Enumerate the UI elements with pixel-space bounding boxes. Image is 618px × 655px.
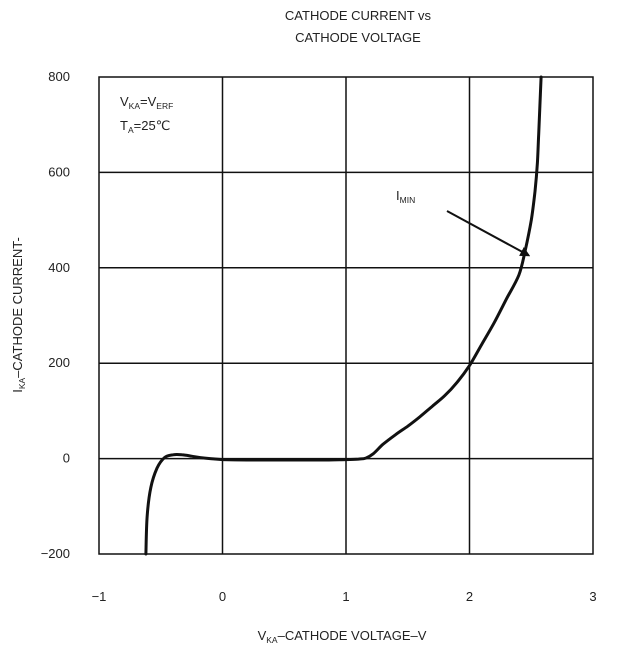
- x-tick-label: 1: [342, 589, 349, 604]
- x-tick-label: 3: [589, 589, 596, 604]
- imin-arrow: [446, 210, 531, 257]
- y-tick-label: 400: [48, 260, 70, 275]
- plot-frame: [98, 76, 594, 555]
- condition-vka: VKA=VERF: [120, 94, 173, 111]
- y-axis-label: IKA–CATHODE CURRENT-: [10, 237, 27, 393]
- chart-title-line-1: CATHODE CURRENT vs: [285, 8, 432, 23]
- chart-title-line-2: CATHODE VOLTAGE: [295, 30, 421, 45]
- y-tick-label: 600: [48, 164, 70, 179]
- x-axis-label: VKA–CATHODE VOLTAGE–V: [258, 628, 427, 645]
- x-tick-label: −1: [92, 589, 107, 604]
- y-tick-label: 0: [63, 451, 70, 466]
- y-tick-labels: −200 0 200 400 600 800: [41, 69, 70, 561]
- y-tick-label: 200: [48, 355, 70, 370]
- x-tick-labels: −1 0 1 2 3: [92, 589, 597, 604]
- series-line: [144, 75, 543, 556]
- y-tick-label: 800: [48, 69, 70, 84]
- x-tick-label: 2: [466, 589, 473, 604]
- condition-ta: TA=25℃: [120, 118, 170, 135]
- x-tick-label: 0: [219, 589, 226, 604]
- imin-label: IMIN: [396, 188, 415, 205]
- grid: [99, 77, 593, 554]
- y-tick-label: −200: [41, 546, 70, 561]
